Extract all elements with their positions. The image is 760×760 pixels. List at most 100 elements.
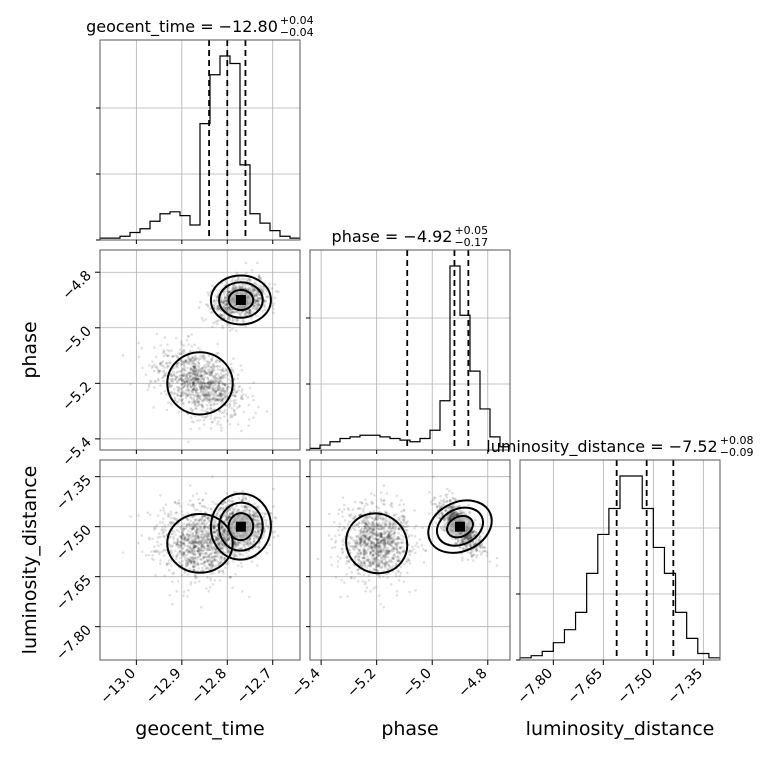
sample-point — [197, 369, 201, 373]
sample-point — [192, 565, 195, 569]
sample-point — [195, 523, 199, 526]
sample-point — [236, 508, 240, 511]
sample-point — [234, 285, 238, 289]
sample-point — [184, 557, 187, 561]
sample-point — [257, 301, 260, 305]
sample-point — [219, 391, 222, 395]
sample-point — [217, 307, 221, 310]
sample-point — [185, 532, 189, 536]
sample-point — [202, 562, 205, 566]
sample-point — [213, 397, 216, 400]
sample-point — [224, 373, 228, 376]
sample-point — [196, 377, 200, 381]
sample-point — [182, 344, 185, 347]
sample-point — [207, 379, 211, 382]
sample-point — [225, 302, 229, 306]
sample-point — [170, 349, 173, 352]
sample-point — [248, 310, 252, 314]
sample-point — [178, 348, 182, 351]
sample-point — [221, 397, 225, 401]
sample-point — [199, 383, 203, 386]
sample-point — [195, 398, 199, 402]
sample-point — [196, 381, 200, 384]
sample-point — [254, 301, 258, 305]
sample-point — [179, 527, 183, 531]
sample-point — [186, 385, 190, 389]
sample-point — [193, 379, 197, 382]
sample-point — [202, 355, 205, 358]
sample-point — [150, 550, 153, 553]
sample-point — [239, 364, 243, 367]
sample-point — [223, 557, 227, 561]
sample-point — [183, 377, 186, 381]
sample-point — [187, 523, 191, 526]
sample-point — [180, 387, 184, 391]
sample-point — [209, 380, 213, 384]
sample-point — [169, 513, 173, 516]
sample-point — [166, 348, 169, 352]
sample-point — [163, 336, 167, 339]
sample-point — [205, 559, 209, 562]
sample-point — [219, 298, 223, 302]
sample-point — [223, 307, 227, 311]
sample-point — [191, 388, 195, 392]
sample-point — [214, 399, 217, 402]
sample-point — [165, 362, 169, 365]
sample-point — [336, 560, 340, 563]
sample-point — [212, 321, 215, 325]
sample-point — [225, 307, 228, 310]
sample-point — [262, 534, 265, 538]
sample-point — [241, 553, 245, 557]
sample-point — [210, 371, 214, 375]
sample-point — [160, 376, 164, 380]
sample-point — [200, 415, 204, 419]
sample-point — [197, 567, 200, 570]
sample-point — [241, 397, 245, 401]
sample-point — [192, 383, 195, 387]
sample-point — [194, 384, 197, 388]
sample-point — [210, 310, 214, 314]
sample-point — [216, 378, 219, 381]
sample-point — [200, 381, 203, 384]
sample-point — [400, 499, 403, 502]
sample-point — [237, 547, 241, 550]
sample-point — [174, 549, 177, 553]
sample-point — [240, 277, 244, 281]
sample-point — [232, 409, 236, 412]
sample-point — [236, 564, 240, 567]
sample-point — [418, 538, 422, 541]
sample-point — [203, 552, 206, 556]
sample-point — [185, 373, 189, 376]
sample-point — [211, 355, 214, 359]
sample-point — [196, 371, 200, 375]
sample-point — [196, 394, 199, 397]
sample-point — [384, 516, 388, 520]
sample-point — [210, 382, 214, 385]
sample-point — [189, 358, 193, 361]
sample-point — [197, 362, 201, 365]
sample-point — [140, 346, 144, 350]
sample-point — [399, 565, 403, 569]
sample-point — [199, 524, 202, 527]
sample-point — [218, 313, 222, 316]
sample-point — [253, 530, 257, 534]
sample-point — [221, 547, 225, 551]
sample-point — [381, 502, 385, 506]
sample-point — [217, 379, 221, 383]
sample-point — [180, 544, 184, 548]
sample-point — [248, 309, 252, 313]
histogram-bin — [170, 212, 180, 240]
sample-point — [217, 571, 221, 574]
sample-point — [348, 566, 351, 570]
sample-point — [196, 419, 199, 422]
sample-point — [212, 526, 216, 530]
sample-point — [198, 554, 202, 557]
sample-point — [193, 560, 196, 563]
sample-point — [177, 410, 181, 414]
sample-point — [193, 372, 197, 376]
sample-point — [196, 391, 200, 395]
sample-point — [222, 301, 225, 304]
sample-point — [192, 382, 196, 385]
sample-point — [223, 389, 226, 393]
sample-point — [147, 553, 151, 557]
